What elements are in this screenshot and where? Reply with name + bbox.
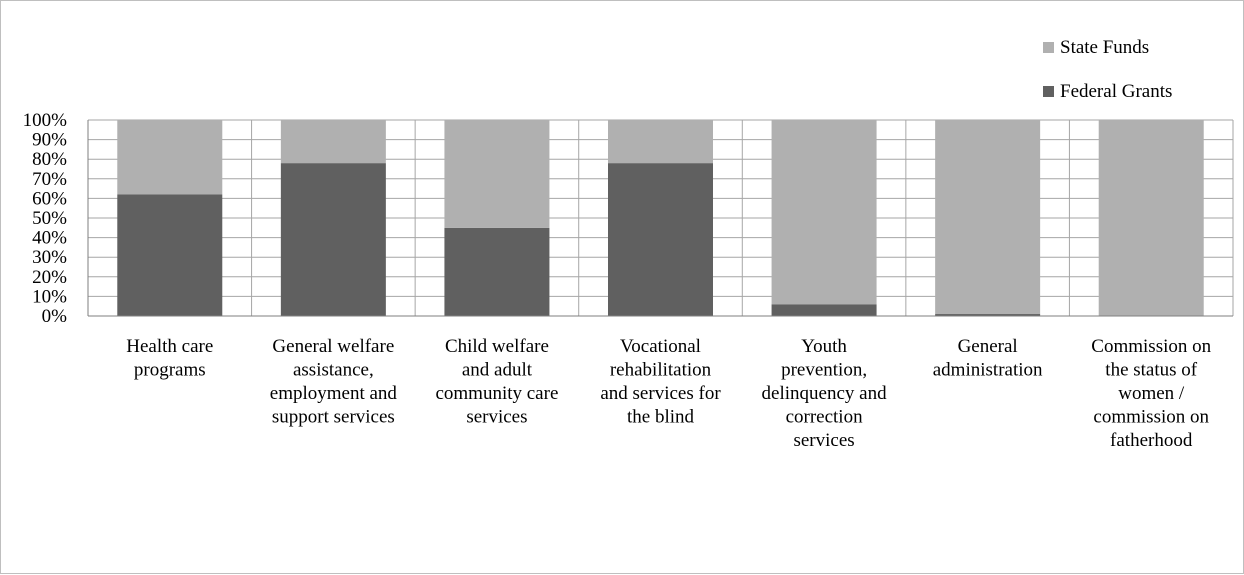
y-tick-label: 0% (42, 306, 68, 327)
category-label-line: the blind (627, 407, 695, 428)
category-label: Child welfare and adult community care serv… (435, 336, 558, 428)
bar-federal-grants (608, 163, 713, 316)
category-label-line: delinquency and (762, 383, 888, 404)
category-label-line: programs (134, 360, 206, 381)
axes (87, 120, 1233, 317)
category-label-line: Vocational (620, 336, 701, 357)
category-label-line: women / (1118, 383, 1185, 404)
bar-state-funds (280, 120, 386, 164)
y-tick-labels: 0%10%20%30%40%50%60%70%80%90%100% (23, 110, 68, 327)
category-label-line: correction (786, 407, 864, 428)
category-label: General welfare assistance, employment and… (270, 336, 398, 428)
category-label-line: General welfare (272, 336, 394, 357)
bar-state-funds (771, 120, 877, 305)
bar-federal-grants (935, 314, 1041, 316)
y-tick-label: 20% (32, 267, 67, 288)
y-tick-label: 30% (32, 247, 67, 268)
y-tick-label: 10% (32, 286, 67, 307)
bar-state-funds (1098, 120, 1204, 316)
y-tick-label: 80% (32, 149, 67, 170)
category-label-line: Commission on (1091, 336, 1211, 357)
bar-federal-grants (117, 194, 223, 316)
category-label-line: General (958, 336, 1018, 357)
y-tick-label: 50% (32, 208, 67, 229)
legend-label-state-funds: State Funds (1060, 37, 1149, 58)
category-label: Health care programs (126, 336, 213, 381)
y-tick-label: 60% (32, 188, 67, 209)
bar-federal-grants (771, 304, 877, 316)
bar-state-funds (117, 120, 223, 195)
bar-federal-grants (444, 227, 550, 316)
legend-swatch-state-funds (1043, 42, 1054, 53)
category-label-line: prevention, (781, 360, 867, 381)
category-labels: Health care programs General welfare assist… (126, 336, 1211, 451)
category-label-line: support services (272, 407, 395, 428)
y-tick-label: 70% (32, 169, 67, 190)
category-label-line: and adult (462, 360, 533, 381)
bar-state-funds (935, 120, 1041, 315)
bar-federal-grants (280, 163, 386, 316)
category-label-line: employment and (270, 383, 398, 404)
bars (117, 120, 1204, 316)
category-label-line: Youth (801, 336, 847, 357)
category-label-line: rehabilitation (610, 360, 712, 381)
category-label: Commission on the status of women / commiss… (1091, 336, 1211, 451)
category-label: General administration (933, 336, 1043, 381)
category-label-line: fatherhood (1110, 430, 1193, 451)
legend-swatch-federal-grants (1043, 86, 1054, 97)
category-label-line: the status of (1105, 360, 1197, 381)
category-label-line: community care (435, 383, 558, 404)
category-label-line: Health care (126, 336, 213, 357)
category-label-line: services (793, 430, 854, 451)
y-tick-label: 90% (32, 130, 67, 151)
legend: State Funds Federal Grants (1043, 37, 1172, 102)
category-label: Vocational rehabilitation and services for… (600, 336, 721, 428)
category-label-line: services (466, 407, 527, 428)
category-label-line: Child welfare (445, 336, 549, 357)
bar-state-funds (444, 120, 550, 228)
bar-state-funds (608, 120, 713, 164)
category-label-line: assistance, (293, 360, 374, 381)
category-label-line: commission on (1093, 407, 1209, 428)
category-label: Youth prevention, delinquency and correctio… (762, 336, 888, 451)
y-tick-label: 40% (32, 228, 67, 249)
category-label-line: and services for (600, 383, 721, 404)
legend-label-federal-grants: Federal Grants (1060, 81, 1172, 102)
category-label-line: administration (933, 360, 1043, 381)
y-tick-label: 100% (23, 110, 68, 131)
